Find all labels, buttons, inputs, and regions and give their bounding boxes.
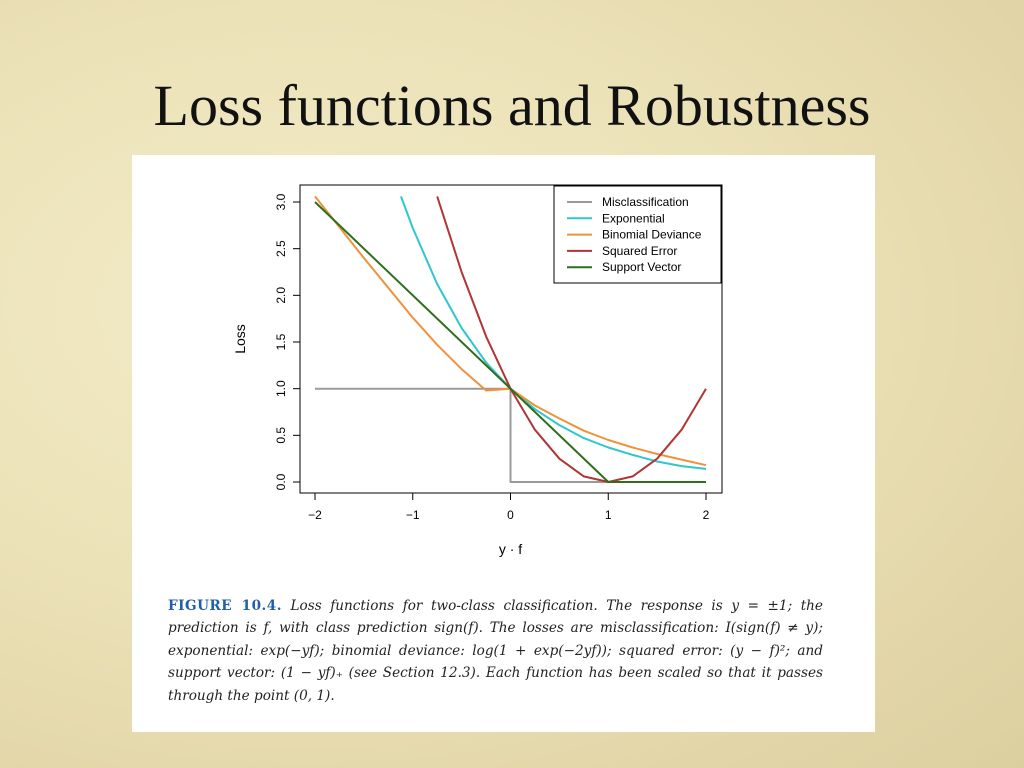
- series-line-exponential: [400, 196, 707, 470]
- x-tick-label: −2: [308, 508, 322, 522]
- figure-caption-text: Loss functions for two-class classificat…: [168, 598, 823, 704]
- y-axis-title: Loss: [232, 324, 248, 354]
- series-line-squared-error: [436, 196, 707, 483]
- x-axis-title: y · f: [499, 541, 522, 557]
- x-tick-label: −1: [406, 508, 420, 522]
- legend-label-support-vector: Support Vector: [602, 260, 681, 274]
- legend-label-squared-error: Squared Error: [602, 244, 677, 258]
- slide-title: Loss functions and Robustness: [153, 73, 871, 138]
- y-tick-label: 2.0: [274, 287, 288, 304]
- y-tick-label: 2.5: [274, 240, 288, 257]
- figure-caption: FIGURE 10.4. Loss functions for two-clas…: [168, 595, 823, 707]
- figure-label: FIGURE 10.4.: [168, 598, 282, 614]
- y-tick-label: 0.5: [274, 427, 288, 444]
- series-line-support-vector: [314, 201, 706, 483]
- y-tick-label: 0.0: [274, 473, 288, 490]
- loss-functions-chart: −2 −1 0 1 2 0.0 0.5 1.0 1.5 2.0 2.5 3.0 y · f Loss Mis…: [232, 184, 723, 557]
- legend-label-binomial-deviance: Binomial Deviance: [602, 228, 702, 242]
- series-line-misclassification: [315, 387, 706, 483]
- figure-panel: −2 −1 0 1 2 0.0 0.5 1.0 1.5 2.0 2.5 3.0 y · f Loss Mis…: [132, 155, 875, 732]
- legend-label-exponential: Exponential: [602, 211, 665, 225]
- x-tick-label: 1: [605, 508, 612, 522]
- series-line-binomial-deviance: [314, 195, 707, 467]
- legend-label-misclassification: Misclassification: [602, 195, 689, 209]
- x-tick-label: 2: [703, 508, 710, 522]
- y-tick-label: 1.0: [274, 380, 288, 397]
- y-tick-label: 1.5: [274, 333, 288, 350]
- x-tick-label: 0: [507, 508, 514, 522]
- y-tick-label: 3.0: [274, 193, 288, 210]
